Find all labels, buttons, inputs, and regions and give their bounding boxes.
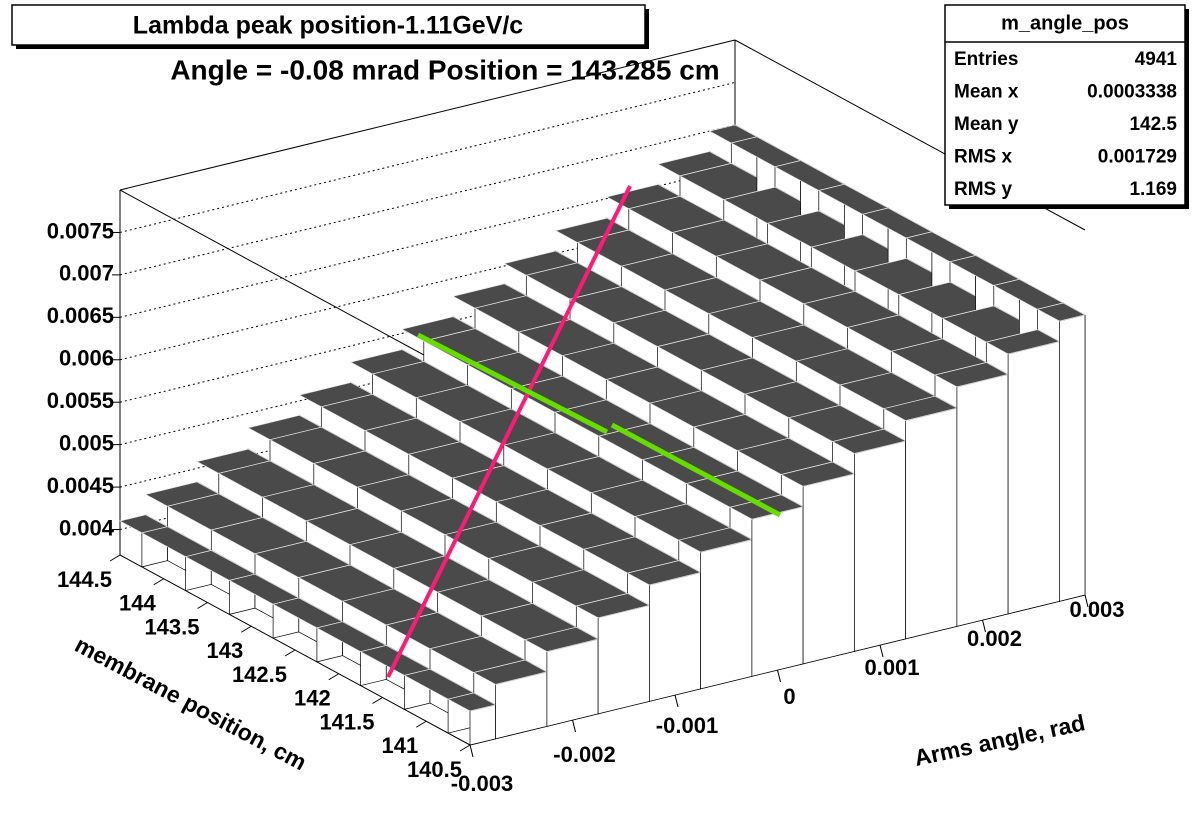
column-top [447, 692, 497, 712]
y-tick-label: 140.5 [407, 757, 462, 782]
column-front [905, 407, 958, 640]
chart-title: Lambda peak position-1.11GeV/c [133, 12, 524, 40]
column-top [780, 461, 856, 487]
column-top [831, 428, 907, 454]
y-tick [459, 744, 471, 752]
stats-label: Mean y [954, 114, 1019, 135]
x-tick-label: 0 [783, 684, 795, 709]
column-top [626, 560, 702, 586]
x-tick [982, 619, 986, 633]
y-tick-label: 141.5 [319, 709, 374, 734]
stats-value: 4941 [1135, 49, 1178, 70]
column-front [597, 604, 650, 715]
chart-subtitle: Angle = -0.08 mrad Position = 143.285 cm [170, 54, 719, 85]
column-top [575, 593, 651, 619]
grid-line [119, 209, 736, 361]
z-tick-label: 0.004 [59, 515, 115, 540]
stats-value: 0.001729 [1098, 147, 1177, 168]
column-top [524, 626, 600, 652]
z-tick-label: 0.006 [59, 346, 114, 371]
column-top [985, 329, 1061, 355]
box-edge [119, 189, 471, 381]
x-tick-label: 0.003 [1069, 597, 1124, 622]
position-marker-line [416, 332, 609, 435]
x-tick [1084, 594, 1089, 608]
column-front [546, 638, 599, 727]
column-front [751, 506, 804, 677]
y-tick [197, 602, 208, 609]
y-tick [328, 673, 340, 681]
grid-line [119, 166, 736, 318]
y-tick-label: 143.5 [144, 614, 199, 639]
x-tick-label: 0.002 [967, 626, 1022, 651]
y-tick [153, 578, 165, 586]
x-tick [572, 719, 576, 733]
stats-label: RMS y [954, 179, 1013, 200]
stats-rows: Entries 4941 Mean x 0.0003338 Mean y 142.5 RMS… [954, 49, 1177, 200]
x-tick-label: -0.002 [553, 742, 615, 767]
stats-label: RMS x [954, 147, 1013, 168]
stats-box [944, 4, 1186, 206]
column-top [882, 395, 958, 421]
z-tick-label: 0.007 [59, 261, 114, 286]
z-tick-label: 0.005 [59, 430, 114, 455]
z-tick-label: 0.0045 [47, 473, 114, 498]
x-tick-label: -0.001 [656, 713, 718, 738]
x-tick-label: 0.001 [864, 655, 919, 680]
plot-area: 0.004 0.0045 0.005 0.0055 0.006 0.0065 0.007 0.… [47, 39, 1125, 796]
position-marker-line [610, 422, 782, 518]
y-tick [240, 625, 252, 633]
column-top [1036, 302, 1086, 322]
y-tick [109, 554, 121, 562]
column-front [802, 473, 855, 665]
angle-marker-line [386, 185, 632, 678]
y-tick-label: 142.5 [232, 662, 287, 687]
column-front [956, 373, 1009, 627]
x-tick [879, 644, 884, 658]
stats-value: 0.0003338 [1087, 82, 1177, 103]
stats-value: 142.5 [1129, 114, 1177, 135]
y-tick [284, 649, 296, 657]
x-tick [777, 669, 781, 683]
title-box [11, 4, 646, 46]
x-axis-title: Arms angle, rad [912, 709, 1087, 771]
z-tick-label: 0.0055 [47, 388, 114, 413]
column-front [649, 572, 701, 702]
column-front [1059, 314, 1086, 602]
column-front [469, 704, 496, 746]
column-top [934, 362, 1010, 388]
y-tick-label: 141 [382, 733, 419, 758]
box-edge [119, 39, 736, 191]
x-tick [674, 694, 679, 708]
grid-line [119, 124, 736, 276]
z-tick-label: 0.0075 [47, 218, 114, 243]
y-axis-title: membrane position, cm [71, 631, 311, 775]
x-tick [469, 744, 474, 758]
z-tick-label: 0.0065 [47, 303, 114, 328]
column-front [854, 440, 906, 652]
y-tick-label: 144 [119, 591, 156, 616]
y-tick [372, 697, 383, 704]
grid-line [119, 81, 736, 233]
y-tick-label: 142 [294, 686, 331, 711]
column-top [472, 659, 548, 685]
stats-label: Mean x [954, 82, 1019, 103]
y-tick-label: 144.5 [57, 567, 112, 592]
stats-value: 1.169 [1129, 179, 1177, 200]
column-front [700, 539, 753, 690]
x-tick-label: -0.003 [451, 771, 513, 796]
column-front [1007, 341, 1060, 615]
stats-label: Entries [954, 49, 1018, 70]
y-tick [415, 720, 427, 728]
column-top [677, 527, 753, 553]
y-tick-label: 143 [207, 638, 244, 663]
stats-name: m_angle_pos [1001, 12, 1129, 34]
